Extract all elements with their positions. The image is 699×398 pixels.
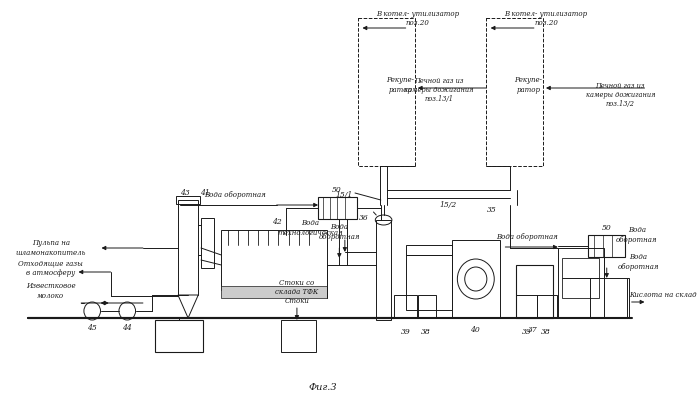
Text: 37: 37 <box>528 326 538 334</box>
Text: 36: 36 <box>359 214 369 222</box>
Text: 35: 35 <box>487 206 496 214</box>
Bar <box>558 248 604 318</box>
Text: Стоки со
склада ТФК
Стоки: Стоки со склада ТФК Стоки <box>275 279 319 305</box>
Bar <box>517 295 537 318</box>
Text: Вода оборотная: Вода оборотная <box>204 191 266 199</box>
Text: Вода
оборотная: Вода оборотная <box>319 223 360 241</box>
Bar <box>176 196 200 204</box>
Text: 40: 40 <box>470 326 480 334</box>
Bar <box>563 258 599 278</box>
Bar <box>537 295 557 318</box>
Text: В котел- утилизатор
поз.20: В котел- утилизатор поз.20 <box>505 10 588 27</box>
Text: Пульпа на
шламонакопитель: Пульпа на шламонакопитель <box>15 240 86 257</box>
Bar <box>589 235 625 257</box>
Text: Вода
оборотная: Вода оборотная <box>616 226 658 244</box>
Text: 39: 39 <box>401 328 410 336</box>
Text: Вода оборотная: Вода оборотная <box>496 233 559 241</box>
Text: Кислота на склад: Кислота на склад <box>629 291 696 299</box>
Text: Вода
оборотная: Вода оборотная <box>618 254 659 271</box>
Bar <box>486 18 543 166</box>
Text: 38: 38 <box>541 328 551 336</box>
Text: 39: 39 <box>521 328 531 336</box>
Bar <box>405 245 452 255</box>
Bar <box>155 320 203 352</box>
Bar <box>222 286 327 298</box>
Bar <box>405 255 452 310</box>
Text: Рекупе-
ратор: Рекупе- ратор <box>387 76 415 94</box>
Text: 50: 50 <box>602 224 612 232</box>
Bar <box>222 230 327 290</box>
Text: Отходящие газы
в атмосферу: Отходящие газы в атмосферу <box>18 259 83 277</box>
Bar <box>318 197 357 219</box>
Text: 45: 45 <box>87 324 97 332</box>
Bar <box>452 240 500 318</box>
Bar <box>394 295 417 318</box>
Text: 41: 41 <box>200 189 210 197</box>
Text: Известковое
молоко: Известковое молоко <box>26 283 75 300</box>
Text: Рекупе-
ратор: Рекупе- ратор <box>514 76 542 94</box>
Text: 15/2: 15/2 <box>440 201 456 209</box>
Bar <box>418 295 436 318</box>
Bar <box>201 218 214 268</box>
Bar <box>178 200 199 295</box>
Text: 42: 42 <box>272 218 282 226</box>
Text: 15/1: 15/1 <box>335 191 352 199</box>
Text: Фиг.3: Фиг.3 <box>308 384 337 392</box>
Text: 50: 50 <box>332 186 341 194</box>
Text: Печной газ из
камеры дожигания
поз.13/2: Печной газ из камеры дожигания поз.13/2 <box>586 82 655 108</box>
Text: 43: 43 <box>180 189 189 197</box>
Bar <box>590 278 629 318</box>
Bar <box>358 18 415 166</box>
Text: В котел- утилизатор
поз.20: В котел- утилизатор поз.20 <box>376 10 459 27</box>
Bar <box>376 220 391 320</box>
Text: 44: 44 <box>122 324 132 332</box>
Bar <box>517 265 554 318</box>
Text: 38: 38 <box>421 328 431 336</box>
Bar <box>281 320 316 352</box>
Text: Печной газ из
камеры дожигания
поз.13/1: Печной газ из камеры дожигания поз.13/1 <box>404 77 474 103</box>
Text: Вода
технологическая: Вода технологическая <box>278 219 343 236</box>
Bar <box>563 278 599 298</box>
Polygon shape <box>178 295 199 318</box>
